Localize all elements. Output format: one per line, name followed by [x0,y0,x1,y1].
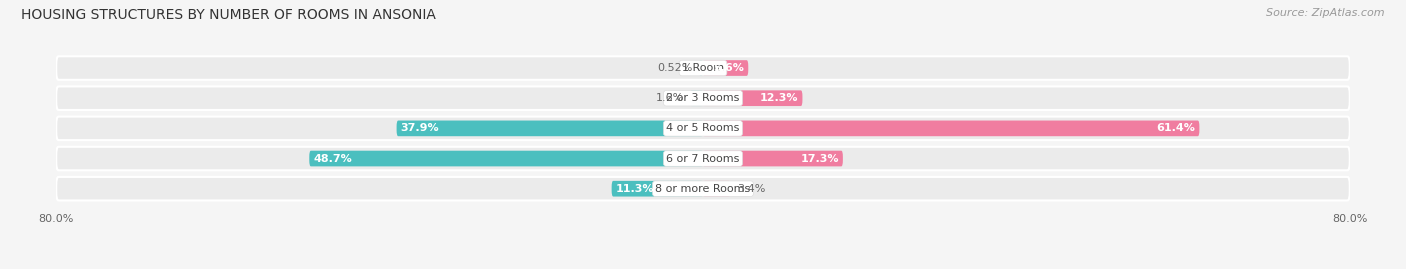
Text: 48.7%: 48.7% [314,154,352,164]
FancyBboxPatch shape [56,147,1350,170]
FancyBboxPatch shape [56,56,1350,80]
Text: 11.3%: 11.3% [616,184,654,194]
Text: 6 or 7 Rooms: 6 or 7 Rooms [666,154,740,164]
FancyBboxPatch shape [56,86,1350,110]
FancyBboxPatch shape [396,121,703,136]
FancyBboxPatch shape [309,151,703,167]
Text: Source: ZipAtlas.com: Source: ZipAtlas.com [1267,8,1385,18]
Text: 3.4%: 3.4% [737,184,765,194]
FancyBboxPatch shape [612,181,703,197]
Text: 61.4%: 61.4% [1157,123,1195,133]
Text: 12.3%: 12.3% [759,93,799,103]
Text: HOUSING STRUCTURES BY NUMBER OF ROOMS IN ANSONIA: HOUSING STRUCTURES BY NUMBER OF ROOMS IN… [21,8,436,22]
FancyBboxPatch shape [56,177,1350,200]
Text: 5.6%: 5.6% [713,63,744,73]
Text: 1 Room: 1 Room [682,63,724,73]
FancyBboxPatch shape [703,90,803,106]
FancyBboxPatch shape [703,181,731,197]
FancyBboxPatch shape [699,60,703,76]
Text: 8 or more Rooms: 8 or more Rooms [655,184,751,194]
Text: 1.6%: 1.6% [655,93,683,103]
Text: 4 or 5 Rooms: 4 or 5 Rooms [666,123,740,133]
Text: 17.3%: 17.3% [800,154,839,164]
Text: 2 or 3 Rooms: 2 or 3 Rooms [666,93,740,103]
Text: 37.9%: 37.9% [401,123,439,133]
FancyBboxPatch shape [703,60,748,76]
FancyBboxPatch shape [56,116,1350,140]
Text: 0.52%: 0.52% [657,63,692,73]
FancyBboxPatch shape [703,121,1199,136]
FancyBboxPatch shape [690,90,703,106]
FancyBboxPatch shape [703,151,842,167]
